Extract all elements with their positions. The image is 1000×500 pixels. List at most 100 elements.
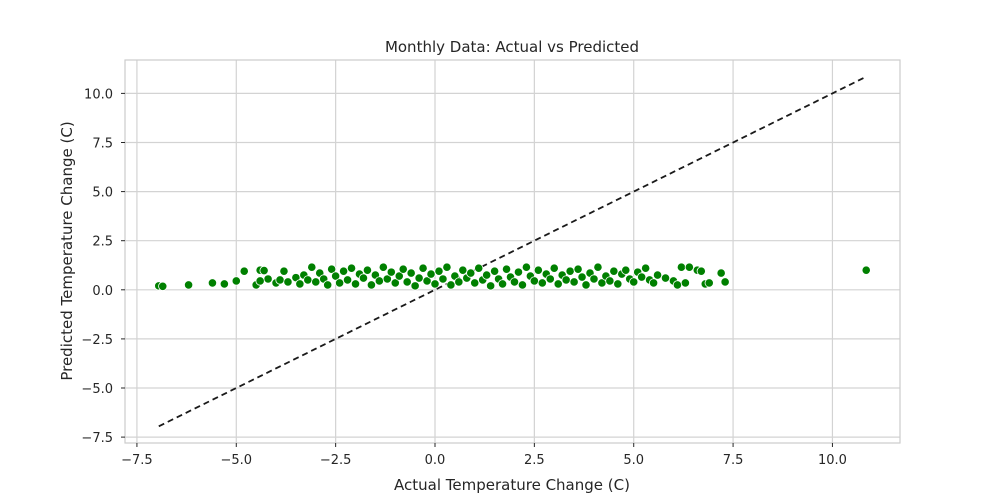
scatter-point — [390, 278, 400, 288]
scatter-point — [545, 274, 555, 284]
scatter-point — [327, 264, 337, 274]
x-tick-label: 10.0 — [818, 453, 847, 468]
scatter-point — [231, 276, 241, 286]
x-tick-label: −7.5 — [121, 453, 153, 468]
scatter-point — [533, 265, 543, 275]
scatter-point — [303, 275, 313, 285]
scatter-point — [219, 279, 229, 289]
y-tick-label: 0.0 — [92, 284, 113, 299]
scatter-point — [402, 277, 412, 287]
scatter-point — [307, 262, 317, 272]
scatter-point — [442, 262, 452, 272]
scatter-point — [342, 275, 353, 285]
scatter-point — [458, 265, 468, 275]
scatter-point — [577, 272, 587, 282]
x-axis-label: Actual Temperature Change (C) — [394, 476, 630, 494]
y-tick-label: 10.0 — [84, 87, 113, 102]
scatter-point — [509, 277, 520, 287]
scatter-point — [684, 262, 694, 272]
plot-frame — [124, 59, 901, 444]
scatter-point — [482, 270, 492, 280]
scatter-point — [454, 277, 464, 287]
scatter-point — [486, 281, 496, 291]
scatter-point — [629, 277, 639, 287]
y-tick-label: 2.5 — [92, 235, 113, 250]
scatter-point — [660, 273, 671, 283]
scatter-point — [573, 264, 583, 274]
scatter-point — [259, 265, 269, 276]
y-axis-label: Predicted Temperature Change (C) — [58, 121, 76, 380]
scatter-point — [497, 279, 508, 289]
scatter-point — [362, 265, 373, 275]
scatter-point — [295, 279, 305, 289]
scatter-point — [672, 280, 683, 290]
scatter-point — [621, 265, 631, 275]
scatter-point — [720, 277, 730, 287]
scatter-point — [581, 280, 591, 290]
scatter-point — [434, 266, 444, 276]
x-tick-label: 5.0 — [623, 453, 644, 468]
scatter-point — [279, 266, 289, 276]
y-tick-label: −2.5 — [81, 333, 113, 348]
scatter-point — [422, 276, 432, 286]
y-tick-label: 7.5 — [92, 136, 113, 151]
scatter-point — [438, 274, 448, 284]
scatter-point — [346, 263, 357, 273]
scatter-point — [553, 279, 563, 289]
scatter-point — [517, 280, 528, 290]
scatter-point — [466, 268, 476, 278]
scatter-point — [382, 274, 392, 284]
scatter-point — [513, 267, 524, 277]
scatter-point — [652, 270, 663, 280]
scatter-point — [158, 281, 168, 291]
x-tick-label: 2.5 — [524, 453, 545, 468]
scatter-point — [239, 266, 249, 276]
points-group — [154, 262, 871, 291]
scatter-point — [637, 272, 647, 282]
reference-line — [158, 75, 867, 428]
scatter-point — [537, 278, 547, 288]
scatter-point — [255, 276, 265, 286]
reference-line-group — [158, 75, 867, 428]
scatter-point — [501, 264, 512, 274]
scatter-point — [410, 281, 420, 291]
scatter-point — [593, 262, 603, 272]
scatter-point — [521, 262, 532, 272]
scatter-point — [374, 276, 384, 286]
scatter-point — [414, 273, 424, 283]
scatter-point — [350, 279, 361, 289]
scatter-point — [430, 279, 440, 289]
x-tick-label: 0.0 — [425, 453, 446, 468]
scatter-point — [605, 276, 615, 286]
scatter-point — [331, 271, 341, 281]
scatter-point — [609, 266, 619, 276]
scatter-point — [183, 280, 194, 290]
scatter-point — [565, 266, 575, 276]
scatter-point — [613, 279, 623, 289]
scatter-point — [366, 280, 377, 290]
scatter-point — [323, 280, 333, 290]
scatter-point — [696, 266, 706, 276]
scatter-point — [406, 268, 416, 278]
scatter-point — [470, 278, 480, 288]
x-tick-label: 7.5 — [723, 453, 744, 468]
scatter-point — [418, 263, 428, 273]
y-tick-label: −5.0 — [81, 382, 113, 397]
scatter-point — [386, 267, 396, 277]
scatter-point — [680, 278, 690, 288]
scatter-point — [648, 278, 659, 288]
scatter-point — [426, 269, 436, 279]
scatter-point — [716, 268, 726, 278]
scatter-point — [335, 278, 345, 288]
scatter-point — [338, 266, 349, 276]
scatter-point — [474, 263, 484, 273]
scatter-point — [641, 263, 651, 273]
scatter-point — [394, 271, 404, 281]
scatter-point — [589, 274, 599, 284]
scatter-point — [490, 266, 500, 276]
scatter-point — [561, 275, 571, 285]
scatter-point — [704, 278, 714, 288]
scatter-point — [861, 265, 871, 275]
scatter-point — [569, 277, 579, 287]
